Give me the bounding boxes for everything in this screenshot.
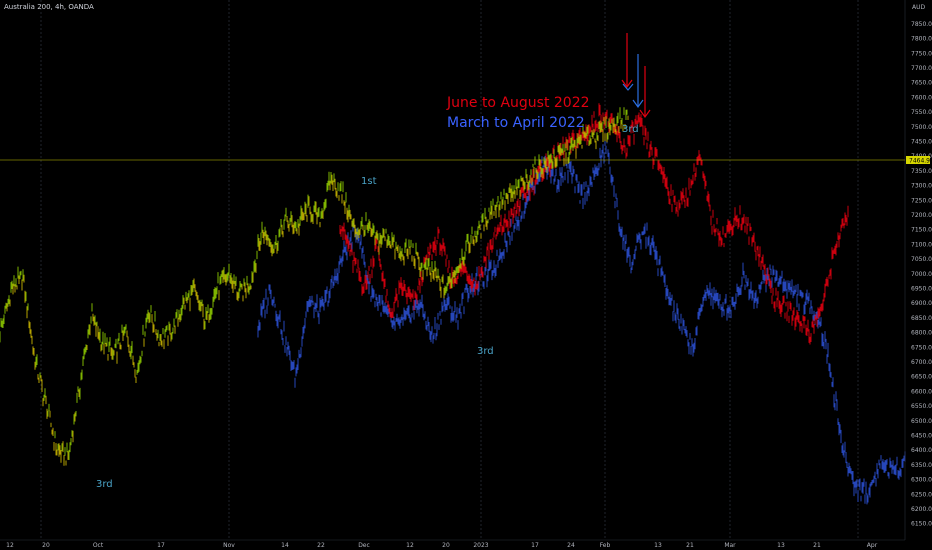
annotation-3rd-jan: 3rd [477, 346, 494, 357]
y-tick-label: 7550.0 [911, 109, 932, 116]
y-tick-label: 7350.0 [911, 168, 932, 175]
chart-title: Australia 200, 4h, OANDA [4, 3, 94, 11]
y-tick-label: 7750.0 [911, 50, 932, 57]
legend-red-label: June to August 2022 [446, 95, 590, 111]
x-tick-label: 17 [531, 542, 539, 549]
y-tick-label: 7300.0 [911, 183, 932, 190]
arrow-red-1 [621, 33, 633, 89]
x-tick-label: Mar [724, 542, 736, 549]
y-tick-label: 6750.0 [911, 344, 932, 351]
y-tick-label: 7450.0 [911, 139, 932, 146]
y-tick-label: 7050.0 [911, 256, 932, 263]
legend-blue-label: March to April 2022 [447, 115, 585, 131]
y-tick-label: 7800.0 [911, 36, 932, 43]
y-tick-label: 6650.0 [911, 374, 932, 381]
x-tick-label: 24 [567, 542, 575, 549]
annotation-1st: 1st [361, 176, 377, 187]
y-tick-label: 7100.0 [911, 241, 932, 248]
current-price-label: 7464.9 [909, 157, 930, 164]
x-tick-label: 22 [317, 542, 325, 549]
x-tick-label: 20 [42, 542, 50, 549]
series-march-april-2022 [257, 135, 906, 505]
annotation-3rd-feb: 3rd [622, 124, 639, 135]
x-tick-label: Dec [358, 542, 370, 549]
y-tick-label: 6400.0 [911, 447, 932, 454]
x-tick-label: Oct [93, 542, 104, 549]
y-tick-label: 6600.0 [911, 388, 932, 395]
series-australia-200 [0, 107, 629, 466]
x-tick-label: 12 [406, 542, 414, 549]
x-tick-label: 21 [686, 542, 694, 549]
y-tick-label: 7250.0 [911, 197, 932, 204]
y-axis: 6150.0 6200.0 6250.0 6300.0 6350.0 6400.0 6450… [904, 0, 932, 540]
y-tick-label: 6950.0 [911, 286, 932, 293]
y-tick-label: 7700.0 [911, 65, 932, 72]
x-tick-label: 21 [813, 542, 821, 549]
y-tick-label: 7000.0 [911, 271, 932, 278]
y-tick-label: 6550.0 [911, 403, 932, 410]
y-tick-label: 6200.0 [911, 506, 932, 513]
y-tick-label: 6450.0 [911, 433, 932, 440]
x-tick-label: 2023 [473, 542, 488, 549]
x-tick-label: 13 [654, 542, 662, 549]
arrow-red-2 [639, 66, 651, 119]
y-tick-label: 7150.0 [911, 227, 932, 234]
x-tick-label: 13 [777, 542, 785, 549]
x-tick-label: Nov [223, 542, 235, 549]
current-price-badge [906, 156, 930, 164]
x-axis: 12 20 Oct 17 Nov 14 22 Dec 12 20 2023 17 24 Feb 13 21 Ma… [0, 539, 905, 549]
arrow-blue [632, 54, 644, 109]
y-tick-label: 6700.0 [911, 359, 932, 366]
y-tick-label: 6150.0 [911, 521, 932, 528]
y-tick-label: 7650.0 [911, 80, 932, 87]
series-layer [0, 103, 906, 505]
x-tick-label: 17 [157, 542, 165, 549]
y-tick-label: 6800.0 [911, 330, 932, 337]
y-tick-label: 7850.0 [911, 21, 932, 28]
arrow-blue-small [622, 83, 634, 91]
x-tick-label: 12 [6, 542, 14, 549]
y-tick-label: 6900.0 [911, 300, 932, 307]
x-tick-label: 14 [281, 542, 289, 549]
annotation-3rd-oct: 3rd [96, 479, 113, 490]
y-tick-label: 6350.0 [911, 462, 932, 469]
grid [40, 0, 859, 540]
y-tick-label: 7500.0 [911, 124, 932, 131]
y-tick-label: 7200.0 [911, 212, 932, 219]
x-tick-label: 20 [442, 542, 450, 549]
currency-label: AUD [912, 4, 925, 11]
y-tick-label: 7600.0 [911, 94, 932, 101]
y-tick-label: 6500.0 [911, 418, 932, 425]
y-tick-label: 6300.0 [911, 477, 932, 484]
x-tick-label: Feb [600, 542, 611, 549]
y-tick-label: 6850.0 [911, 315, 932, 322]
y-tick-label: 6250.0 [911, 491, 932, 498]
x-tick-label: Apr [867, 542, 878, 549]
series-june-august-2022 [339, 103, 849, 345]
